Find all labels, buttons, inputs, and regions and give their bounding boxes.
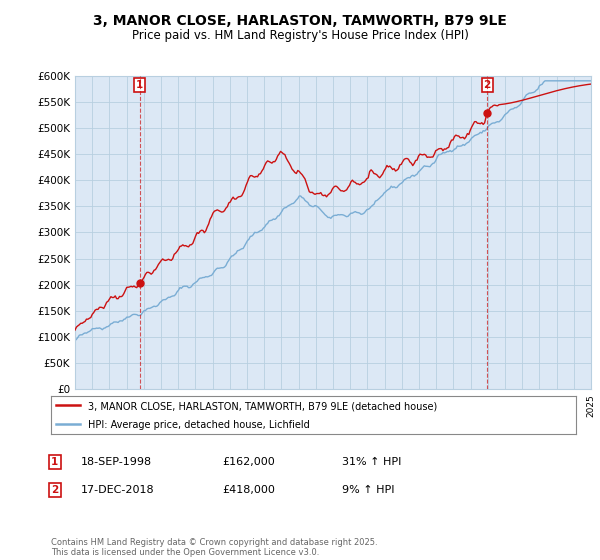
Text: 2: 2	[484, 80, 491, 90]
Text: 31% ↑ HPI: 31% ↑ HPI	[342, 457, 401, 467]
Text: 3, MANOR CLOSE, HARLASTON, TAMWORTH, B79 9LE: 3, MANOR CLOSE, HARLASTON, TAMWORTH, B79…	[93, 14, 507, 28]
Text: 3, MANOR CLOSE, HARLASTON, TAMWORTH, B79 9LE (detached house): 3, MANOR CLOSE, HARLASTON, TAMWORTH, B79…	[88, 401, 437, 411]
Text: 2: 2	[51, 485, 58, 495]
Text: 1: 1	[51, 457, 58, 467]
Text: HPI: Average price, detached house, Lichfield: HPI: Average price, detached house, Lich…	[88, 420, 310, 430]
Text: £162,000: £162,000	[222, 457, 275, 467]
Text: Price paid vs. HM Land Registry's House Price Index (HPI): Price paid vs. HM Land Registry's House …	[131, 29, 469, 42]
Text: 9% ↑ HPI: 9% ↑ HPI	[342, 485, 395, 495]
Text: Contains HM Land Registry data © Crown copyright and database right 2025.
This d: Contains HM Land Registry data © Crown c…	[51, 538, 377, 557]
Text: 18-SEP-1998: 18-SEP-1998	[81, 457, 152, 467]
Text: £418,000: £418,000	[222, 485, 275, 495]
Text: 17-DEC-2018: 17-DEC-2018	[81, 485, 155, 495]
Text: 1: 1	[136, 80, 143, 90]
